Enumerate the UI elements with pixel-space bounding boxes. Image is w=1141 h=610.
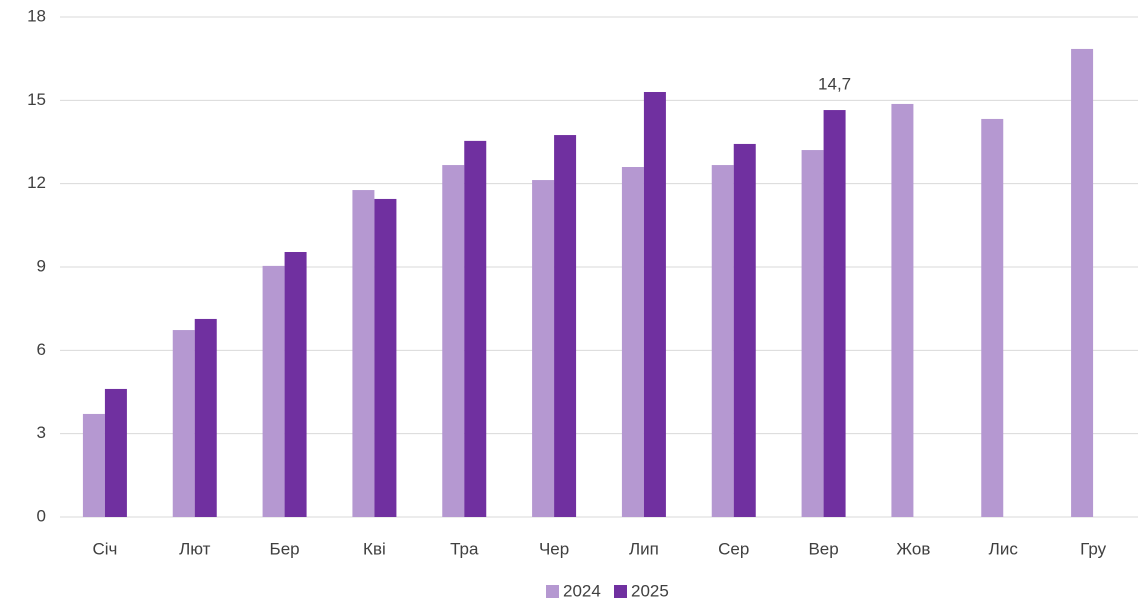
bar — [643, 92, 666, 517]
bar — [891, 103, 914, 517]
legend-label: 2024 — [563, 581, 601, 600]
bar — [82, 413, 105, 517]
bar — [981, 118, 1004, 517]
x-tick-label: Лют — [179, 539, 211, 558]
legend-swatch — [614, 585, 627, 598]
bar — [823, 110, 846, 518]
bar — [733, 143, 756, 517]
y-tick-label: 6 — [37, 340, 46, 359]
y-tick-label: 3 — [37, 423, 46, 442]
bar — [262, 265, 285, 517]
x-tick-label: Лип — [629, 539, 659, 558]
x-tick-label: Жов — [896, 539, 930, 558]
x-tick-label: Кві — [363, 539, 386, 558]
bar — [464, 140, 487, 517]
y-tick-label: 18 — [27, 6, 46, 25]
bar — [621, 167, 644, 517]
x-tick-label: Сер — [718, 539, 749, 558]
bar — [532, 180, 555, 518]
y-tick-label: 12 — [27, 173, 46, 192]
bar — [104, 388, 127, 517]
bar — [711, 165, 734, 518]
x-tick-label: Січ — [92, 539, 117, 558]
bar — [374, 198, 397, 517]
data-label: 14,7 — [818, 75, 851, 94]
bar — [284, 252, 307, 517]
bar — [194, 318, 217, 517]
bar — [554, 135, 577, 518]
bar — [352, 190, 375, 518]
legend-swatch — [546, 585, 559, 598]
bar — [172, 330, 195, 517]
bar — [801, 150, 824, 518]
x-tick-label: Бер — [270, 539, 300, 558]
x-tick-label: Тра — [450, 539, 479, 558]
y-tick-label: 9 — [37, 256, 46, 275]
bar — [1071, 48, 1094, 517]
x-tick-label: Лис — [989, 539, 1019, 558]
bar — [442, 165, 465, 518]
y-tick-label: 15 — [27, 90, 46, 109]
x-tick-label: Гру — [1080, 539, 1107, 558]
y-tick-label: 0 — [37, 506, 46, 525]
legend-label: 2025 — [631, 581, 669, 600]
x-tick-label: Чер — [539, 539, 569, 558]
x-tick-label: Вер — [808, 539, 838, 558]
